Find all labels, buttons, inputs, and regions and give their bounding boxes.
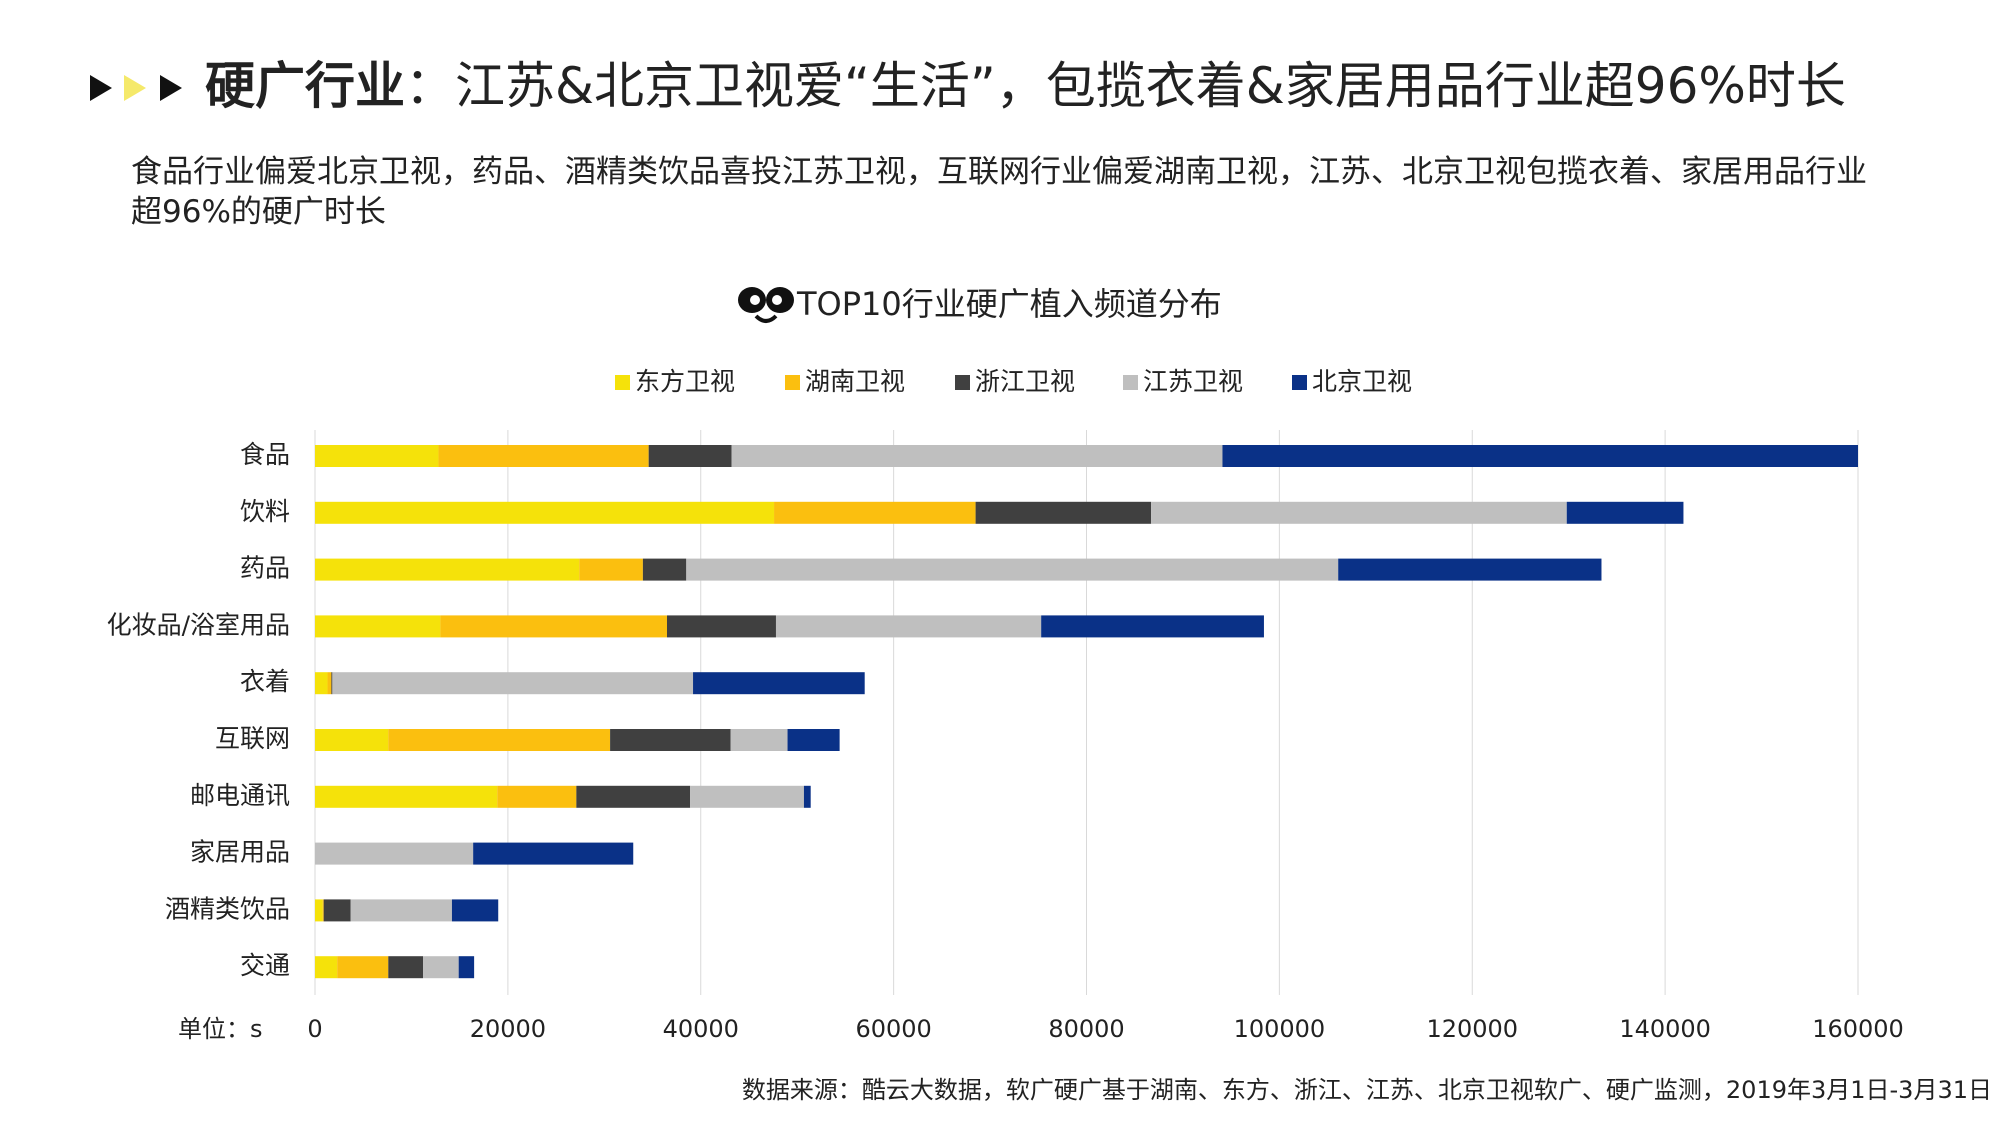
legend-swatch (785, 375, 800, 390)
bar-segment (1566, 501, 1684, 524)
bar-segment (315, 842, 474, 865)
y-tick-label: 饮料 (240, 497, 290, 526)
bar-segment (775, 615, 1042, 638)
panda-icon (738, 287, 794, 323)
bar-segment (576, 785, 691, 808)
bar-segment (440, 615, 667, 638)
bar-segment (774, 501, 976, 524)
bar-segment (322, 899, 324, 922)
legend-label: 江苏卫视 (1143, 367, 1243, 396)
bar-segment (350, 899, 452, 922)
bar-segment (642, 558, 687, 581)
bar-segment (315, 899, 323, 922)
bar-segment (731, 445, 1223, 467)
bar-segment (1222, 445, 1858, 467)
bar-segment (1041, 615, 1264, 638)
bar-segment (1338, 558, 1602, 581)
x-tick-label: 40000 (663, 1015, 739, 1043)
legend-swatch (1123, 375, 1138, 390)
y-tick-label: 酒精类饮品 (165, 894, 290, 923)
title-rest: ：江苏&北京卫视爱“生活”，包揽衣着&家居用品行业超96%时长 (405, 57, 1846, 115)
legend-swatch (1292, 375, 1307, 390)
bar-segment (438, 445, 649, 467)
bar-segment (730, 729, 788, 751)
y-tick-label: 食品 (240, 440, 290, 469)
bar-segment (610, 729, 731, 751)
bar-segment (315, 445, 439, 467)
chart-title: TOP10行业硬广植入频道分布 (796, 285, 1222, 323)
bar-segment (332, 672, 694, 695)
legend-label: 湖南卫视 (805, 367, 905, 396)
bar-segment (315, 615, 441, 638)
bar-segment (693, 672, 865, 695)
bar-segment (690, 785, 804, 808)
y-tick-label: 邮电通讯 (190, 781, 290, 810)
bar-segment (458, 956, 475, 979)
y-tick-label: 衣着 (240, 667, 290, 696)
arrow-icon (124, 75, 146, 101)
page-title: 硬广行业：江苏&北京卫视爱“生活”，包揽衣着&家居用品行业超96%时长 (205, 57, 1846, 115)
subtitle: 食品行业偏爱北京卫视，药品、酒精类饮品喜投江苏卫视，互联网行业偏爱湖南卫视，江苏… (131, 154, 1867, 230)
legend-label: 东方卫视 (635, 367, 735, 396)
bar-segment (315, 501, 775, 524)
legend-swatch (955, 375, 970, 390)
bar-segment (315, 956, 338, 979)
bar-segment (315, 785, 498, 808)
bar-segment (975, 501, 1152, 524)
x-tick-label: 60000 (855, 1015, 931, 1043)
bar-segment (666, 615, 776, 638)
bar-segment (331, 672, 333, 695)
y-tick-label: 药品 (240, 554, 290, 583)
arrow-icon (160, 75, 182, 101)
y-tick-label: 交通 (240, 951, 290, 980)
legend-label: 浙江卫视 (975, 367, 1075, 396)
bar-segment (686, 558, 1339, 581)
legend-swatch (615, 375, 630, 390)
legend-label: 北京卫视 (1312, 367, 1412, 396)
bar-segment (803, 785, 811, 808)
x-tick-label: 120000 (1426, 1015, 1518, 1043)
bar-segment (315, 672, 328, 695)
bar-segment (337, 956, 389, 979)
x-tick-label: 160000 (1812, 1015, 1904, 1043)
bar-segment (388, 729, 611, 751)
x-tick-label: 140000 (1619, 1015, 1711, 1043)
bar-segment (423, 956, 459, 979)
unit-label: 单位：s (178, 1015, 263, 1043)
arrow-icon (90, 75, 112, 101)
x-tick-label: 100000 (1234, 1015, 1326, 1043)
bar-segment (327, 672, 332, 695)
bar-segment (323, 899, 351, 922)
bar-segment (388, 956, 424, 979)
x-tick-label: 80000 (1048, 1015, 1124, 1043)
bar-segment (787, 729, 840, 751)
y-tick-label: 家居用品 (190, 838, 290, 867)
bar-segment (315, 558, 580, 581)
title-bold: 硬广行业 (205, 57, 405, 115)
bar-segment (315, 729, 389, 751)
x-tick-label: 0 (307, 1015, 322, 1043)
bar-segment (579, 558, 643, 581)
bar-segment (473, 842, 634, 865)
bar-segment (497, 785, 577, 808)
source-note: 数据来源：酷云大数据，软广硬广基于湖南、东方、浙江、江苏、北京卫视软广、硬广监测… (742, 1076, 1992, 1104)
x-tick-label: 20000 (470, 1015, 546, 1043)
y-tick-label: 化妆品/浴室用品 (107, 610, 290, 639)
bar-segment (648, 445, 732, 467)
y-tick-label: 互联网 (215, 724, 290, 753)
bar-segment (1151, 501, 1567, 524)
bar-segment (451, 899, 499, 922)
